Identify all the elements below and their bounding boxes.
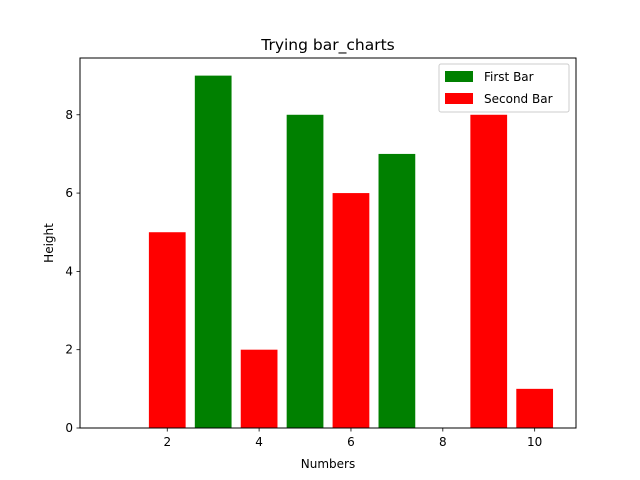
x-tick-label-4: 4	[255, 435, 263, 449]
y-tick-label-0: 0	[65, 421, 73, 435]
bar-first-x7	[378, 153, 416, 429]
legend-label-second: Second Bar	[484, 92, 553, 106]
legend-swatch-first	[445, 71, 473, 82]
plot-frame	[79, 57, 577, 429]
y-tick-label-8: 8	[65, 108, 73, 122]
bar-first-x5	[286, 114, 324, 428]
y-tick-label-4: 4	[65, 264, 73, 278]
legend-label-first: First Bar	[484, 70, 534, 84]
bar-second-x10	[516, 388, 554, 428]
y-tick-label-2: 2	[65, 343, 73, 357]
bar-second-x2	[148, 232, 186, 428]
x-axis-label: Numbers	[301, 457, 355, 471]
x-tick-label-2: 2	[163, 435, 171, 449]
x-tick-label-8: 8	[439, 435, 447, 449]
x-tick-label-6: 6	[347, 435, 355, 449]
x-tick-label-10: 10	[527, 435, 542, 449]
legend: First Bar Second Bar	[438, 63, 570, 113]
bars-group	[148, 75, 554, 429]
y-axis-label: Height	[42, 223, 56, 263]
bar-second-x9	[470, 114, 508, 428]
legend-swatch-second	[445, 93, 473, 104]
x-axis-ticks: 2 4 6 8 10	[163, 428, 542, 449]
y-axis-ticks: 0 2 4 6 8	[65, 108, 80, 435]
chart-title: Trying bar_charts	[260, 36, 394, 55]
bar-second-x4	[240, 349, 278, 428]
bar-second-x6	[332, 193, 370, 428]
bar-first-x3	[194, 75, 232, 428]
y-tick-label-6: 6	[65, 186, 73, 200]
